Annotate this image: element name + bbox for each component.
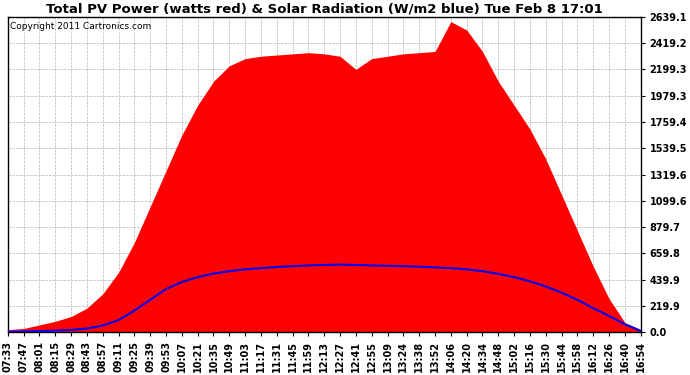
Title: Total PV Power (watts red) & Solar Radiation (W/m2 blue) Tue Feb 8 17:01: Total PV Power (watts red) & Solar Radia…	[46, 3, 602, 16]
Text: Copyright 2011 Cartronics.com: Copyright 2011 Cartronics.com	[10, 22, 151, 31]
